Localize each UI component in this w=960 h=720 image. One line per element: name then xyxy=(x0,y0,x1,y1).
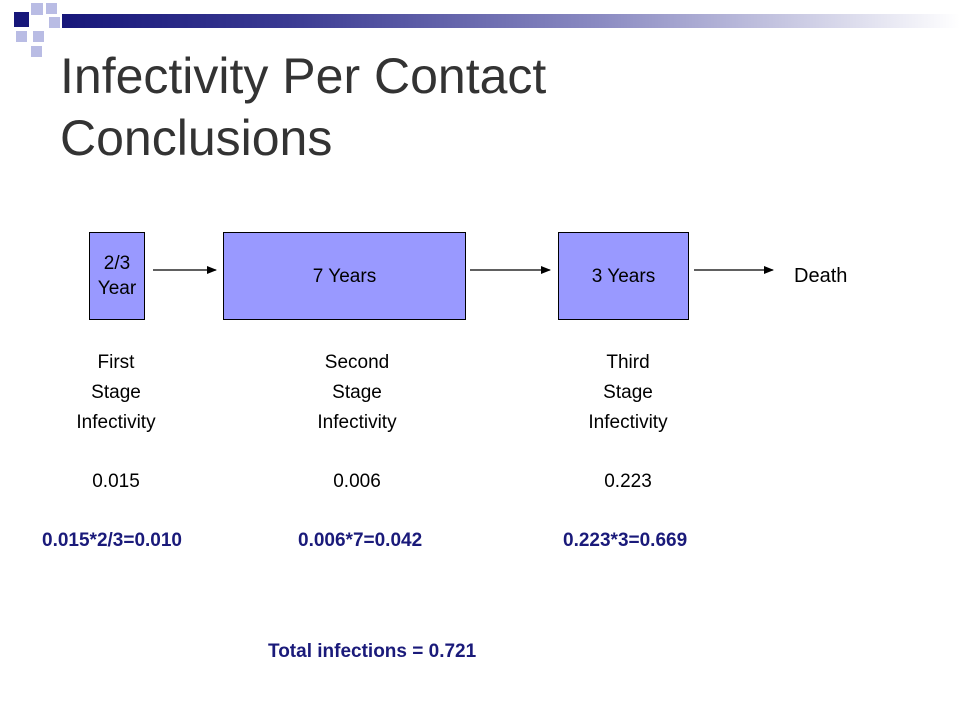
stage-box-second-label: 7 Years xyxy=(312,265,377,287)
death-label: Death xyxy=(794,265,848,287)
header-square-light xyxy=(31,46,42,57)
total-infections: Total infections = 0.721 xyxy=(268,641,477,662)
stage-box-first-label-line-2: Year xyxy=(97,278,137,299)
stage-box-third: 3 Years xyxy=(558,232,689,320)
header-square-light xyxy=(49,17,60,28)
stage-label-first-line-3: Infectivity xyxy=(76,412,156,433)
stage-calc-third: 0.223*3=0.669 xyxy=(563,530,688,551)
stage-calc-first: 0.015*2/3=0.010 xyxy=(42,530,182,551)
stage-box-third-label: 3 Years xyxy=(591,265,656,287)
header-gradient-bar xyxy=(62,14,960,28)
slide-title-line-1: Infectivity Per Contact xyxy=(60,48,547,104)
header-square-dark xyxy=(14,12,29,27)
stage-label-third-line-2: Stage xyxy=(603,382,653,403)
stage-box-first-label-line-1: 2/3 xyxy=(103,253,131,274)
stage-value-second: 0.006 xyxy=(333,471,381,492)
header-square-light xyxy=(46,3,57,14)
header-square-light xyxy=(16,31,27,42)
stage-label-third: Third Stage Infectivity xyxy=(538,348,718,438)
header-square-light xyxy=(33,31,44,42)
stage-label-third-line-1: Third xyxy=(606,352,650,373)
slide-title: Infectivity Per Contact Conclusions xyxy=(60,45,920,169)
stage-label-first-line-2: Stage xyxy=(91,382,141,403)
stage-label-first-line-1: First xyxy=(97,352,135,373)
stage-label-second-line-1: Second xyxy=(324,352,390,373)
stage-label-third-line-3: Infectivity xyxy=(588,412,668,433)
stage-box-second: 7 Years xyxy=(223,232,466,320)
stage-box-first: 2/3 Year xyxy=(89,232,145,320)
header-square-light xyxy=(31,3,43,15)
stage-label-second: Second Stage Infectivity xyxy=(267,348,447,438)
slide-title-line-2: Conclusions xyxy=(60,110,333,166)
stage-label-first: First Stage Infectivity xyxy=(26,348,206,438)
stage-label-second-line-2: Stage xyxy=(332,382,382,403)
stage-value-first: 0.015 xyxy=(92,471,140,492)
stage-value-third: 0.223 xyxy=(604,471,652,492)
stage-label-second-line-3: Infectivity xyxy=(317,412,397,433)
stage-calc-second: 0.006*7=0.042 xyxy=(298,530,423,551)
